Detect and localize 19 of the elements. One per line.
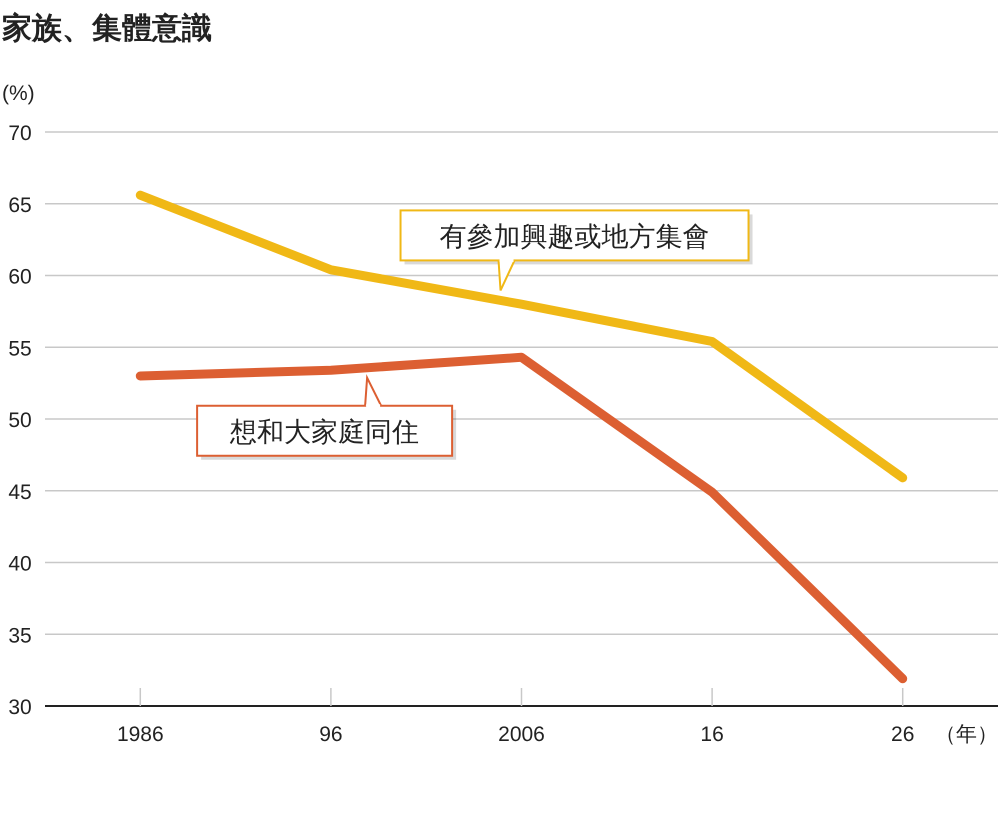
x-tick-label: 2006 (498, 723, 545, 746)
x-axis-title: （年） (935, 723, 998, 746)
x-tick-label: 26 (891, 723, 914, 746)
x-tick-label: 96 (319, 723, 343, 746)
y-axis-title: (%) (2, 82, 35, 105)
y-tick-label: 35 (8, 624, 32, 648)
y-tick-label: 60 (8, 266, 32, 288)
y-tick-label: 55 (8, 337, 32, 360)
series-label: 有參加興趣或地方集會 (440, 221, 710, 252)
x-tick-label: 1986 (116, 723, 164, 746)
y-tick-label: 70 (8, 122, 32, 145)
y-tick-label: 65 (8, 194, 32, 217)
y-tick-label: 40 (8, 552, 32, 576)
y-tick-label: 30 (8, 696, 32, 719)
chart-title: 家族、集體意識 (2, 11, 212, 45)
x-tick-label: 16 (700, 723, 724, 746)
y-tick-label: 50 (8, 409, 32, 432)
y-tick-label: 45 (8, 480, 32, 504)
legend-label: 想和大家庭同住 (229, 416, 420, 447)
